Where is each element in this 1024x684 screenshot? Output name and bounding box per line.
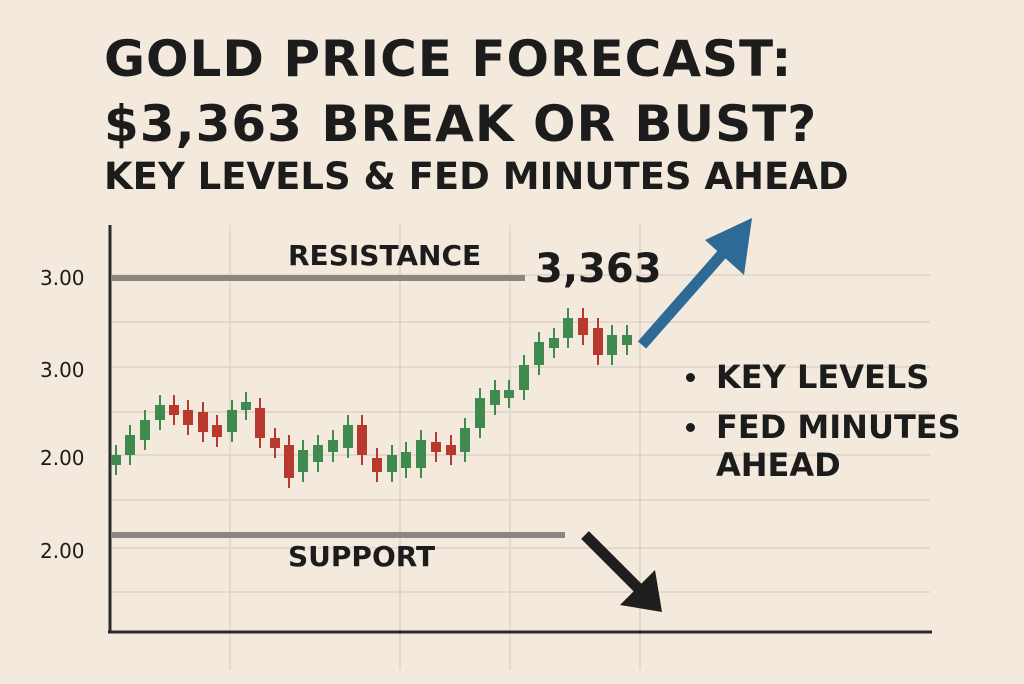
subtitle: KEY LEVELS & FED MINUTES AHEAD: [104, 155, 849, 198]
candle-body: [313, 445, 323, 462]
candle-body: [593, 328, 603, 355]
candle-body: [578, 318, 588, 335]
candle-body: [534, 342, 544, 365]
support-label: SUPPORT: [288, 540, 435, 573]
candle-body: [169, 405, 179, 415]
axis-label: 3.00: [40, 358, 85, 382]
candle-body: [270, 438, 280, 448]
bullet: KEY LEVELS: [682, 358, 966, 396]
resistance-label: RESISTANCE: [288, 239, 481, 272]
candle-body: [607, 335, 617, 355]
candle-body: [431, 442, 441, 452]
candle-body: [519, 365, 529, 390]
candle-body: [446, 445, 456, 455]
candle-body: [549, 338, 559, 348]
candle-body: [343, 425, 353, 448]
candle-body: [241, 402, 251, 410]
candle-body: [198, 412, 208, 432]
candle-body: [155, 405, 165, 420]
axis-label: 2.00: [40, 539, 85, 563]
axis-label: 2.00: [40, 446, 85, 470]
axis-label: 3.00: [40, 266, 85, 290]
down-arrow: [581, 531, 644, 594]
candle-body: [504, 390, 514, 398]
title-line: GOLD PRICE FORECAST:: [104, 30, 793, 88]
up-arrow: [637, 241, 735, 349]
candle-body: [284, 445, 294, 478]
candles: [111, 308, 632, 488]
candle-body: [563, 318, 573, 338]
candle-body: [401, 452, 411, 468]
candle-body: [125, 435, 135, 455]
candle-body: [372, 458, 382, 472]
candle-body: [475, 398, 485, 428]
candle-body: [227, 410, 237, 432]
candle-body: [111, 455, 121, 465]
candle-body: [387, 455, 397, 472]
up-arrow-head: [705, 218, 752, 275]
down-arrow-head: [620, 570, 662, 612]
candle-body: [622, 335, 632, 345]
candle-body: [298, 450, 308, 472]
candle-body: [328, 440, 338, 452]
candle-body: [357, 425, 367, 455]
candle-body: [140, 420, 150, 440]
bullet-list: KEY LEVELS FED MINUTES AHEAD: [682, 358, 982, 496]
candle-body: [255, 408, 265, 438]
grid: [110, 225, 930, 670]
candle-body: [212, 425, 222, 437]
candle-body: [416, 440, 426, 468]
candle-body: [460, 428, 470, 452]
candle-body: [490, 390, 500, 405]
bullet: FED MINUTES AHEAD: [682, 408, 966, 484]
candle-body: [183, 410, 193, 425]
title-line: $3,363 BREAK OR BUST?: [104, 95, 818, 153]
price-label: 3,363: [535, 246, 662, 292]
